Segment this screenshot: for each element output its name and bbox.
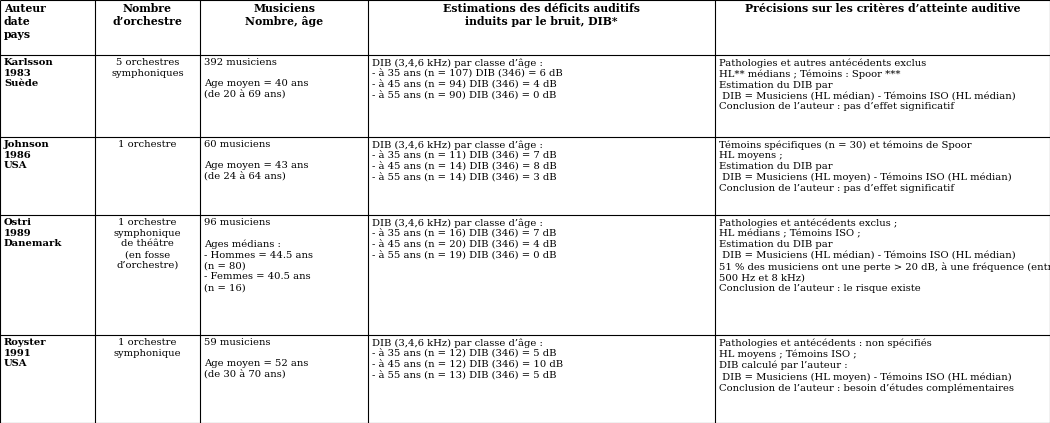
Text: DIB (3,4,6 kHz) par classe d’âge :
- à 35 ans (n = 12) DIB (346) = 5 dB
- à 45 a: DIB (3,4,6 kHz) par classe d’âge : - à 3… (372, 338, 563, 381)
Text: Musiciens
Nombre, âge: Musiciens Nombre, âge (245, 3, 323, 27)
Text: Auteur
date
pays: Auteur date pays (4, 3, 46, 41)
Text: 5 orchestres
symphoniques: 5 orchestres symphoniques (111, 58, 184, 78)
Text: Ostri
1989
Danemark: Ostri 1989 Danemark (4, 218, 62, 248)
Text: DIB (3,4,6 kHz) par classe d’âge :
- à 35 ans (n = 107) DIB (346) = 6 dB
- à 45 : DIB (3,4,6 kHz) par classe d’âge : - à 3… (372, 58, 563, 101)
Text: 96 musiciens

Ages médians :
- Hommes = 44.5 ans
(n = 80)
- Femmes = 40.5 ans
(n: 96 musiciens Ages médians : - Hommes = 4… (204, 218, 313, 292)
Text: Précisions sur les critères d’atteinte auditive: Précisions sur les critères d’atteinte a… (744, 3, 1021, 14)
Text: Nombre
d’orchestre: Nombre d’orchestre (112, 3, 183, 27)
Text: Pathologies et autres antécédents exclus
HL** médians ; Témoins : Spoor ***
Esti: Pathologies et autres antécédents exclus… (719, 58, 1015, 111)
Text: 1 orchestre
symphonique: 1 orchestre symphonique (113, 338, 182, 358)
Text: Johnson
1986
USA: Johnson 1986 USA (4, 140, 49, 170)
Text: 1 orchestre
symphonique
de théâtre
(en fosse
d’orchestre): 1 orchestre symphonique de théâtre (en f… (113, 218, 182, 270)
Text: Pathologies et antécédents : non spécifiés
HL moyens ; Témoins ISO ;
DIB calculé: Pathologies et antécédents : non spécifi… (719, 338, 1014, 393)
Text: 60 musiciens

Age moyen = 43 ans
(de 24 à 64 ans): 60 musiciens Age moyen = 43 ans (de 24 à… (204, 140, 309, 181)
Text: DIB (3,4,6 kHz) par classe d’âge :
- à 35 ans (n = 11) DIB (346) = 7 dB
- à 45 a: DIB (3,4,6 kHz) par classe d’âge : - à 3… (372, 140, 556, 183)
Text: 59 musiciens

Age moyen = 52 ans
(de 30 à 70 ans): 59 musiciens Age moyen = 52 ans (de 30 à… (204, 338, 309, 380)
Text: 392 musiciens

Age moyen = 40 ans
(de 20 à 69 ans): 392 musiciens Age moyen = 40 ans (de 20 … (204, 58, 309, 100)
Text: Pathologies et antécédents exclus ;
HL médians ; Témoins ISO ;
Estimation du DIB: Pathologies et antécédents exclus ; HL m… (719, 218, 1050, 293)
Text: Royster
1991
USA: Royster 1991 USA (4, 338, 46, 368)
Text: 1 orchestre: 1 orchestre (119, 140, 176, 149)
Text: Karlsson
1983
Suède: Karlsson 1983 Suède (4, 58, 54, 88)
Text: Témoins spécifiques (n = 30) et témoins de Spoor
HL moyens ;
Estimation du DIB p: Témoins spécifiques (n = 30) et témoins … (719, 140, 1012, 193)
Text: DIB (3,4,6 kHz) par classe d’âge :
- à 35 ans (n = 16) DIB (346) = 7 dB
- à 45 a: DIB (3,4,6 kHz) par classe d’âge : - à 3… (372, 218, 556, 261)
Text: Estimations des déficits auditifs
induits par le bruit, DIB*: Estimations des déficits auditifs induit… (443, 3, 640, 27)
